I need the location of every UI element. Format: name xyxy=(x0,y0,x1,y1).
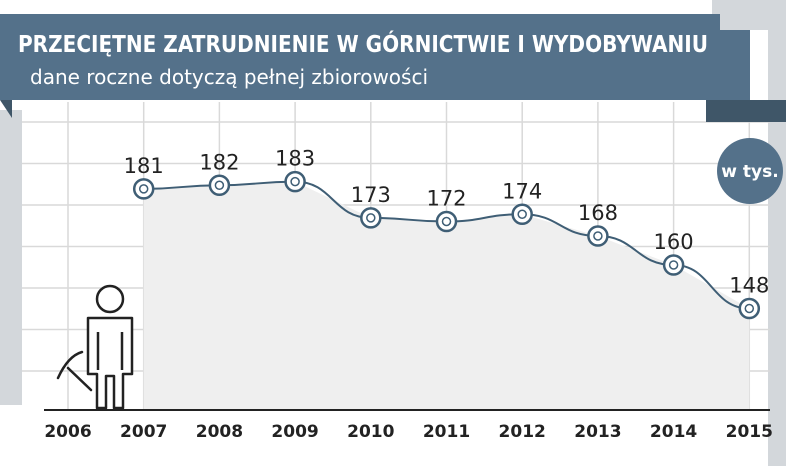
data-point xyxy=(662,254,685,276)
chart-title: PRZECIĘTNE ZATRUDNIENIE W GÓRNICTWIE I W… xyxy=(18,30,708,58)
x-tick-label: 2015 xyxy=(726,422,773,442)
x-tick-label: 2012 xyxy=(499,422,546,442)
data-point-inner xyxy=(744,303,755,314)
data-point-inner xyxy=(290,176,300,187)
data-point-inner xyxy=(366,213,376,223)
data-point xyxy=(132,178,155,200)
data-point-inner xyxy=(668,260,679,270)
data-label: 173 xyxy=(351,183,391,207)
x-tick-label: 2008 xyxy=(196,422,243,442)
data-label: 181 xyxy=(124,154,164,178)
pickaxe-icon xyxy=(56,350,93,392)
banner-tab xyxy=(706,100,786,122)
data-point-inner xyxy=(441,216,452,227)
data-label: 174 xyxy=(502,179,542,203)
x-tick-label: 2010 xyxy=(347,422,394,442)
data-label: 172 xyxy=(426,187,466,211)
unit-badge xyxy=(717,138,783,204)
x-tick-label: 2006 xyxy=(44,422,91,442)
miner-figure-icon xyxy=(86,284,134,410)
right-frame xyxy=(712,0,786,466)
x-tick-label: 2014 xyxy=(650,422,697,442)
data-label: 183 xyxy=(275,147,315,171)
data-point xyxy=(284,170,306,193)
data-point xyxy=(360,207,382,229)
data-label: 182 xyxy=(199,150,239,174)
data-point xyxy=(511,203,533,225)
x-tick-label: 2011 xyxy=(423,422,470,442)
x-tick-label: 2007 xyxy=(120,422,167,442)
banner-fold xyxy=(0,100,12,118)
data-point-inner xyxy=(593,231,603,241)
data-label: 148 xyxy=(729,274,769,298)
data-point-inner xyxy=(138,184,149,194)
x-axis-labels: 2006 2007 2008 2009 2010 2011 2012 2013 2014 2015 xyxy=(44,422,773,442)
x-tick-label: 2009 xyxy=(271,422,318,442)
data-labels: 181 182 183 173 172 174 168 160 148 xyxy=(124,147,770,298)
chart-markers xyxy=(132,170,761,320)
chart-subtitle: dane roczne dotyczą pełnej zbiorowości xyxy=(30,65,428,89)
data-point xyxy=(587,225,609,247)
data-point-inner xyxy=(214,180,225,190)
data-point xyxy=(208,174,231,196)
title-banner xyxy=(0,14,750,100)
data-point-inner xyxy=(517,209,527,219)
data-label: 168 xyxy=(578,201,618,225)
data-point xyxy=(435,210,458,233)
x-tick-label: 2013 xyxy=(574,422,621,442)
unit-label: w tys. xyxy=(721,162,778,182)
left-frame xyxy=(0,110,22,405)
data-point xyxy=(738,297,761,320)
data-label: 160 xyxy=(654,230,694,254)
